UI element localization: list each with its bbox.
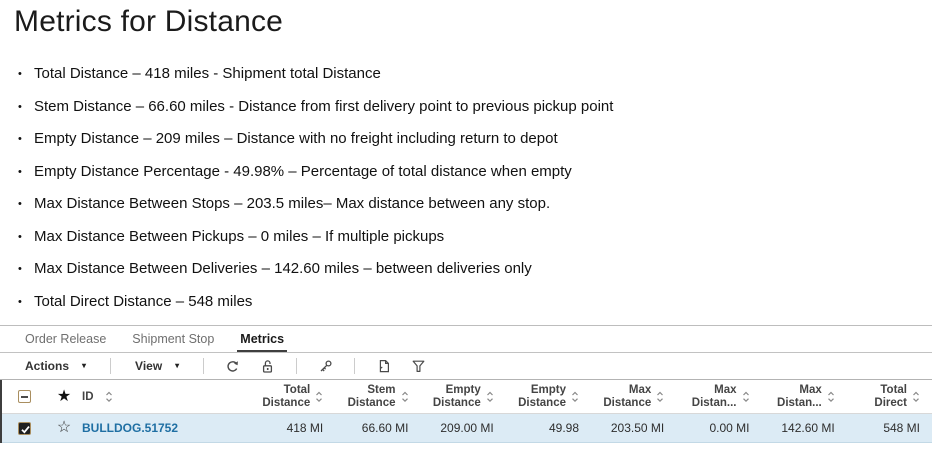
cell-empty-distance-percent: 49.98: [548, 421, 579, 435]
row-id-cell: BULLDOG.51752: [82, 421, 250, 435]
bullet-item: • Empty Distance Percentage - 49.98% – Pe…: [18, 163, 932, 181]
bullet-dot-icon: •: [18, 133, 22, 145]
tab-metrics[interactable]: Metrics: [227, 326, 297, 352]
bullet-dot-icon: •: [18, 263, 22, 275]
grid-header-row: ★ ID Total Distance Stem Distance Empty Dis…: [2, 380, 932, 414]
bullet-item: • Max Distance Between Deliveries – 142.6…: [18, 260, 932, 278]
bullet-dot-icon: •: [18, 68, 22, 80]
actions-menu-button[interactable]: Actions ▾: [12, 353, 99, 379]
bullet-text: Max Distance Between Deliveries – 142.60…: [34, 260, 532, 277]
toolbar-divider: [296, 358, 298, 374]
actions-menu-label: Actions: [25, 359, 70, 373]
bullet-dot-icon: •: [18, 198, 22, 210]
bullet-item: • Max Distance Between Stops – 203.5 mile…: [18, 195, 932, 213]
favorite-star-filled-icon[interactable]: ★: [56, 387, 72, 405]
row-select-cell: [2, 421, 46, 435]
bullet-text: Empty Distance – 209 miles – Distance wi…: [34, 130, 558, 147]
bullet-text: Max Distance Between Stops – 203.5 miles…: [34, 195, 551, 212]
column-header-stem-distance[interactable]: Stem Distance: [335, 384, 420, 409]
view-menu-label: View: [135, 359, 163, 373]
column-header-total-distance[interactable]: Total Distance: [250, 384, 335, 409]
bullet-text: Total Direct Distance – 548 miles: [34, 292, 253, 310]
column-header-id[interactable]: ID: [82, 390, 250, 404]
view-menu-button[interactable]: View ▾: [122, 353, 192, 379]
sort-icon[interactable]: [571, 390, 579, 404]
column-header-max-distance-deliveries[interactable]: Max Distan...: [762, 384, 847, 409]
bullet-item: • Total Distance – 418 miles - Shipment t…: [18, 65, 932, 83]
bullet-text: Empty Distance Percentage - 49.98% – Per…: [34, 162, 572, 180]
column-header-total-direct[interactable]: Total Direct: [847, 384, 932, 409]
dropdown-caret-icon: ▾: [82, 361, 87, 370]
refresh-icon: [225, 359, 240, 374]
tab-bar: Order Release Shipment Stop Metrics: [0, 326, 932, 353]
bullet-dot-icon: •: [18, 165, 22, 178]
sort-icon[interactable]: [315, 390, 323, 404]
shipment-id-link[interactable]: BULLDOG.51752: [82, 421, 179, 435]
sort-icon[interactable]: [656, 390, 664, 404]
metrics-grid: ★ ID Total Distance Stem Distance Empty Dis…: [0, 380, 932, 443]
select-all-checkbox[interactable]: [17, 390, 31, 403]
row-favorite-cell: ☆: [46, 420, 82, 436]
cell-empty-distance: 209.00 MI: [440, 421, 494, 435]
sort-icon[interactable]: [105, 390, 113, 404]
bullet-item: • Max Distance Between Pickups – 0 miles …: [18, 228, 932, 246]
column-header-max-distance[interactable]: Max Distance: [591, 384, 676, 409]
page-title: Metrics for Distance: [14, 5, 284, 38]
dropdown-caret-icon: ▾: [175, 361, 180, 370]
cell-max-distance-pickups: 0.00 MI: [709, 421, 750, 435]
bullet-text: Max Distance Between Pickups – 0 miles –…: [34, 227, 445, 245]
unlock-icon: [260, 359, 275, 374]
bullet-list: • Total Distance – 418 miles - Shipment t…: [0, 65, 932, 311]
unlock-button[interactable]: [250, 353, 285, 379]
export-button[interactable]: [366, 353, 401, 379]
cell-stem-distance: 66.60 MI: [361, 421, 409, 435]
sort-icon[interactable]: [486, 390, 494, 404]
tab-order-release[interactable]: Order Release: [25, 332, 107, 346]
filter-icon: [411, 359, 426, 374]
bullet-dot-icon: •: [18, 100, 22, 113]
key-button[interactable]: [308, 353, 343, 379]
bullet-dot-icon: •: [18, 295, 22, 308]
toolbar-divider: [203, 358, 205, 374]
bullet-item: • Empty Distance – 209 miles – Distance w…: [18, 130, 932, 148]
cell-total-direct: 548 MI: [883, 421, 920, 435]
favorite-header-cell: ★: [46, 387, 82, 405]
export-data-icon: [376, 359, 391, 374]
toolbar-divider: [110, 358, 112, 374]
refresh-button[interactable]: [215, 353, 250, 379]
cell-total-distance: 418 MI: [286, 421, 324, 435]
cell-max-distance: 203.50 MI: [610, 421, 665, 435]
table-row[interactable]: ☆ BULLDOG.51752 418 MI 66.60 MI 209.00 M…: [2, 414, 932, 443]
row-checkbox-checked[interactable]: [17, 421, 31, 435]
sort-icon[interactable]: [827, 390, 835, 404]
toolbar-divider: [354, 358, 356, 374]
sort-icon[interactable]: [742, 390, 750, 404]
sort-icon[interactable]: [912, 390, 920, 404]
bullet-item: • Total Direct Distance – 548 miles: [18, 293, 932, 311]
column-header-max-distance-pickups[interactable]: Max Distan...: [676, 384, 761, 409]
tab-shipment-stop[interactable]: Shipment Stop: [132, 332, 215, 346]
bullet-text: Total Distance – 418 miles - Shipment to…: [34, 65, 381, 82]
select-all-cell: [2, 390, 46, 403]
bullet-item: • Stem Distance – 66.60 miles - Distance …: [18, 98, 932, 116]
results-panel: Order Release Shipment Stop Metrics Acti…: [0, 325, 932, 443]
bullet-dot-icon: •: [18, 230, 22, 243]
cell-max-distance-deliveries: 142.60 MI: [781, 421, 835, 435]
column-header-empty-distance-percent[interactable]: Empty Distance: [506, 384, 591, 409]
column-header-empty-distance[interactable]: Empty Distance: [421, 384, 506, 409]
favorite-star-outline-icon[interactable]: ☆: [56, 419, 72, 436]
key-icon: [318, 359, 333, 374]
sort-icon[interactable]: [401, 390, 409, 404]
filter-button[interactable]: [401, 353, 436, 379]
grid-toolbar: Actions ▾ View ▾: [0, 353, 932, 380]
bullet-text: Stem Distance – 66.60 miles - Distance f…: [34, 97, 614, 115]
